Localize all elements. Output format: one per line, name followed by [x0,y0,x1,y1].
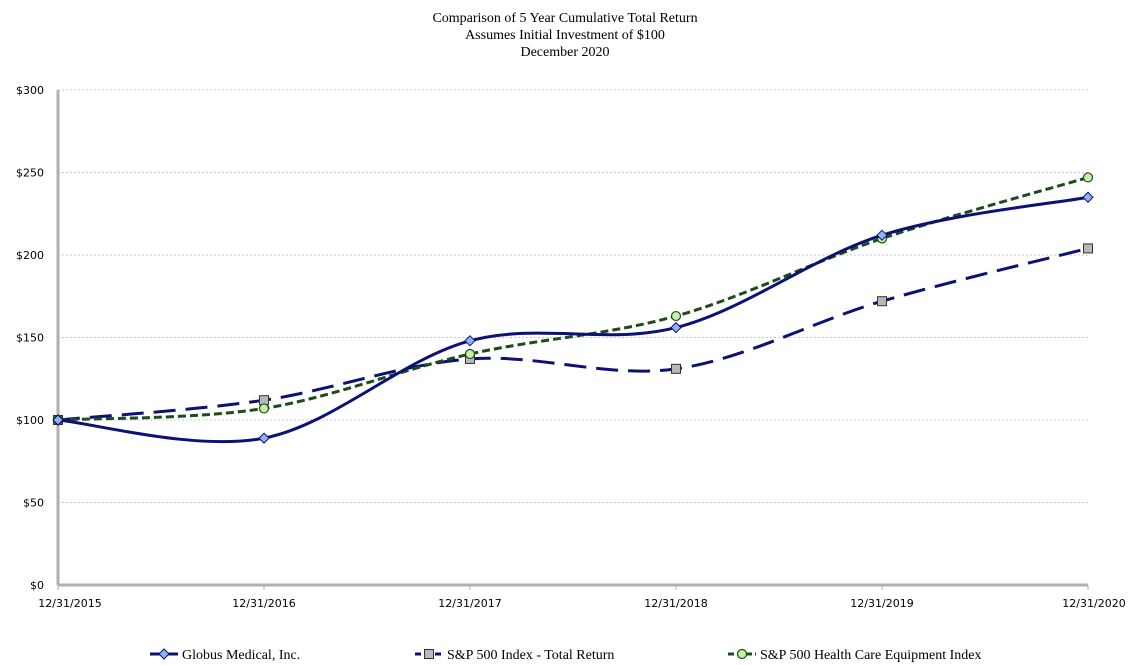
point-s0-1 [258,432,270,444]
point-s2-1 [258,403,270,414]
y-tick-label-2: $100 [16,414,44,427]
chart-title-line-2: December 2020 [520,45,609,60]
chart-title: Comparison of 5 Year Cumulative Total Re… [432,11,697,60]
legend: Globus Medical, Inc. S&P 500 Index - Tota… [150,648,982,663]
point-s0-4 [876,229,888,241]
legend-label-0: Globus Medical, Inc. [182,648,300,663]
y-tick-label-3: $150 [16,332,44,345]
series-2 [52,172,1094,426]
point-s0-2 [464,335,476,347]
legend-label-2: S&P 500 Health Care Equipment Index [760,648,982,663]
series-line-2 [57,176,1089,422]
point-s1-1 [259,395,269,406]
series-0 [52,191,1094,444]
point-s0-0 [52,414,64,426]
y-tick-labels: $0 $50 $100 $150 $200 $250 $300 [16,84,44,592]
axes [56,90,1089,590]
x-tick-label-1: 12/31/2016 [232,597,295,610]
y-tick-label-0: $0 [30,579,44,592]
y-tick-label-5: $250 [16,167,44,180]
legend-item-2: S&P 500 Health Care Equipment Index [728,648,982,663]
y-tick-label-6: $300 [16,84,44,97]
y-tick-label-1: $50 [23,497,44,510]
legend-item-1: S&P 500 Index - Total Return [415,648,614,663]
chart-title-line-0: Comparison of 5 Year Cumulative Total Re… [432,11,697,26]
legend-swatch-marker-1 [424,649,434,659]
x-tick-labels: 12/31/2015 12/31/2016 12/31/2017 12/31/2018… [38,597,1125,610]
legend-swatch-marker-2 [736,648,748,660]
point-s1-5 [1083,243,1093,254]
legend-swatch-marker-0 [158,648,170,660]
legend-label-1: S&P 500 Index - Total Return [447,648,614,663]
x-tick-label-2: 12/31/2017 [438,597,501,610]
series-line-0 [57,195,1089,444]
point-s0-3 [670,321,682,334]
point-s1-4 [877,296,887,307]
point-s2-2 [464,348,476,360]
series [52,172,1094,444]
x-tick-label-3: 12/31/2018 [644,597,707,610]
legend-item-0: Globus Medical, Inc. [150,648,300,663]
point-s2-5 [1082,172,1094,183]
x-tick-label-5: 12/31/2020 [1062,597,1125,610]
x-tick-label-4: 12/31/2019 [850,597,913,610]
point-s2-3 [670,310,682,322]
point-s1-3 [671,363,681,374]
point-s0-5 [1082,191,1094,203]
chart-title-line-1: Assumes Initial Investment of $100 [465,28,665,43]
x-tick-label-0: 12/31/2015 [38,597,101,610]
y-tick-label-4: $200 [16,249,44,262]
series-line-1 [57,246,1089,422]
